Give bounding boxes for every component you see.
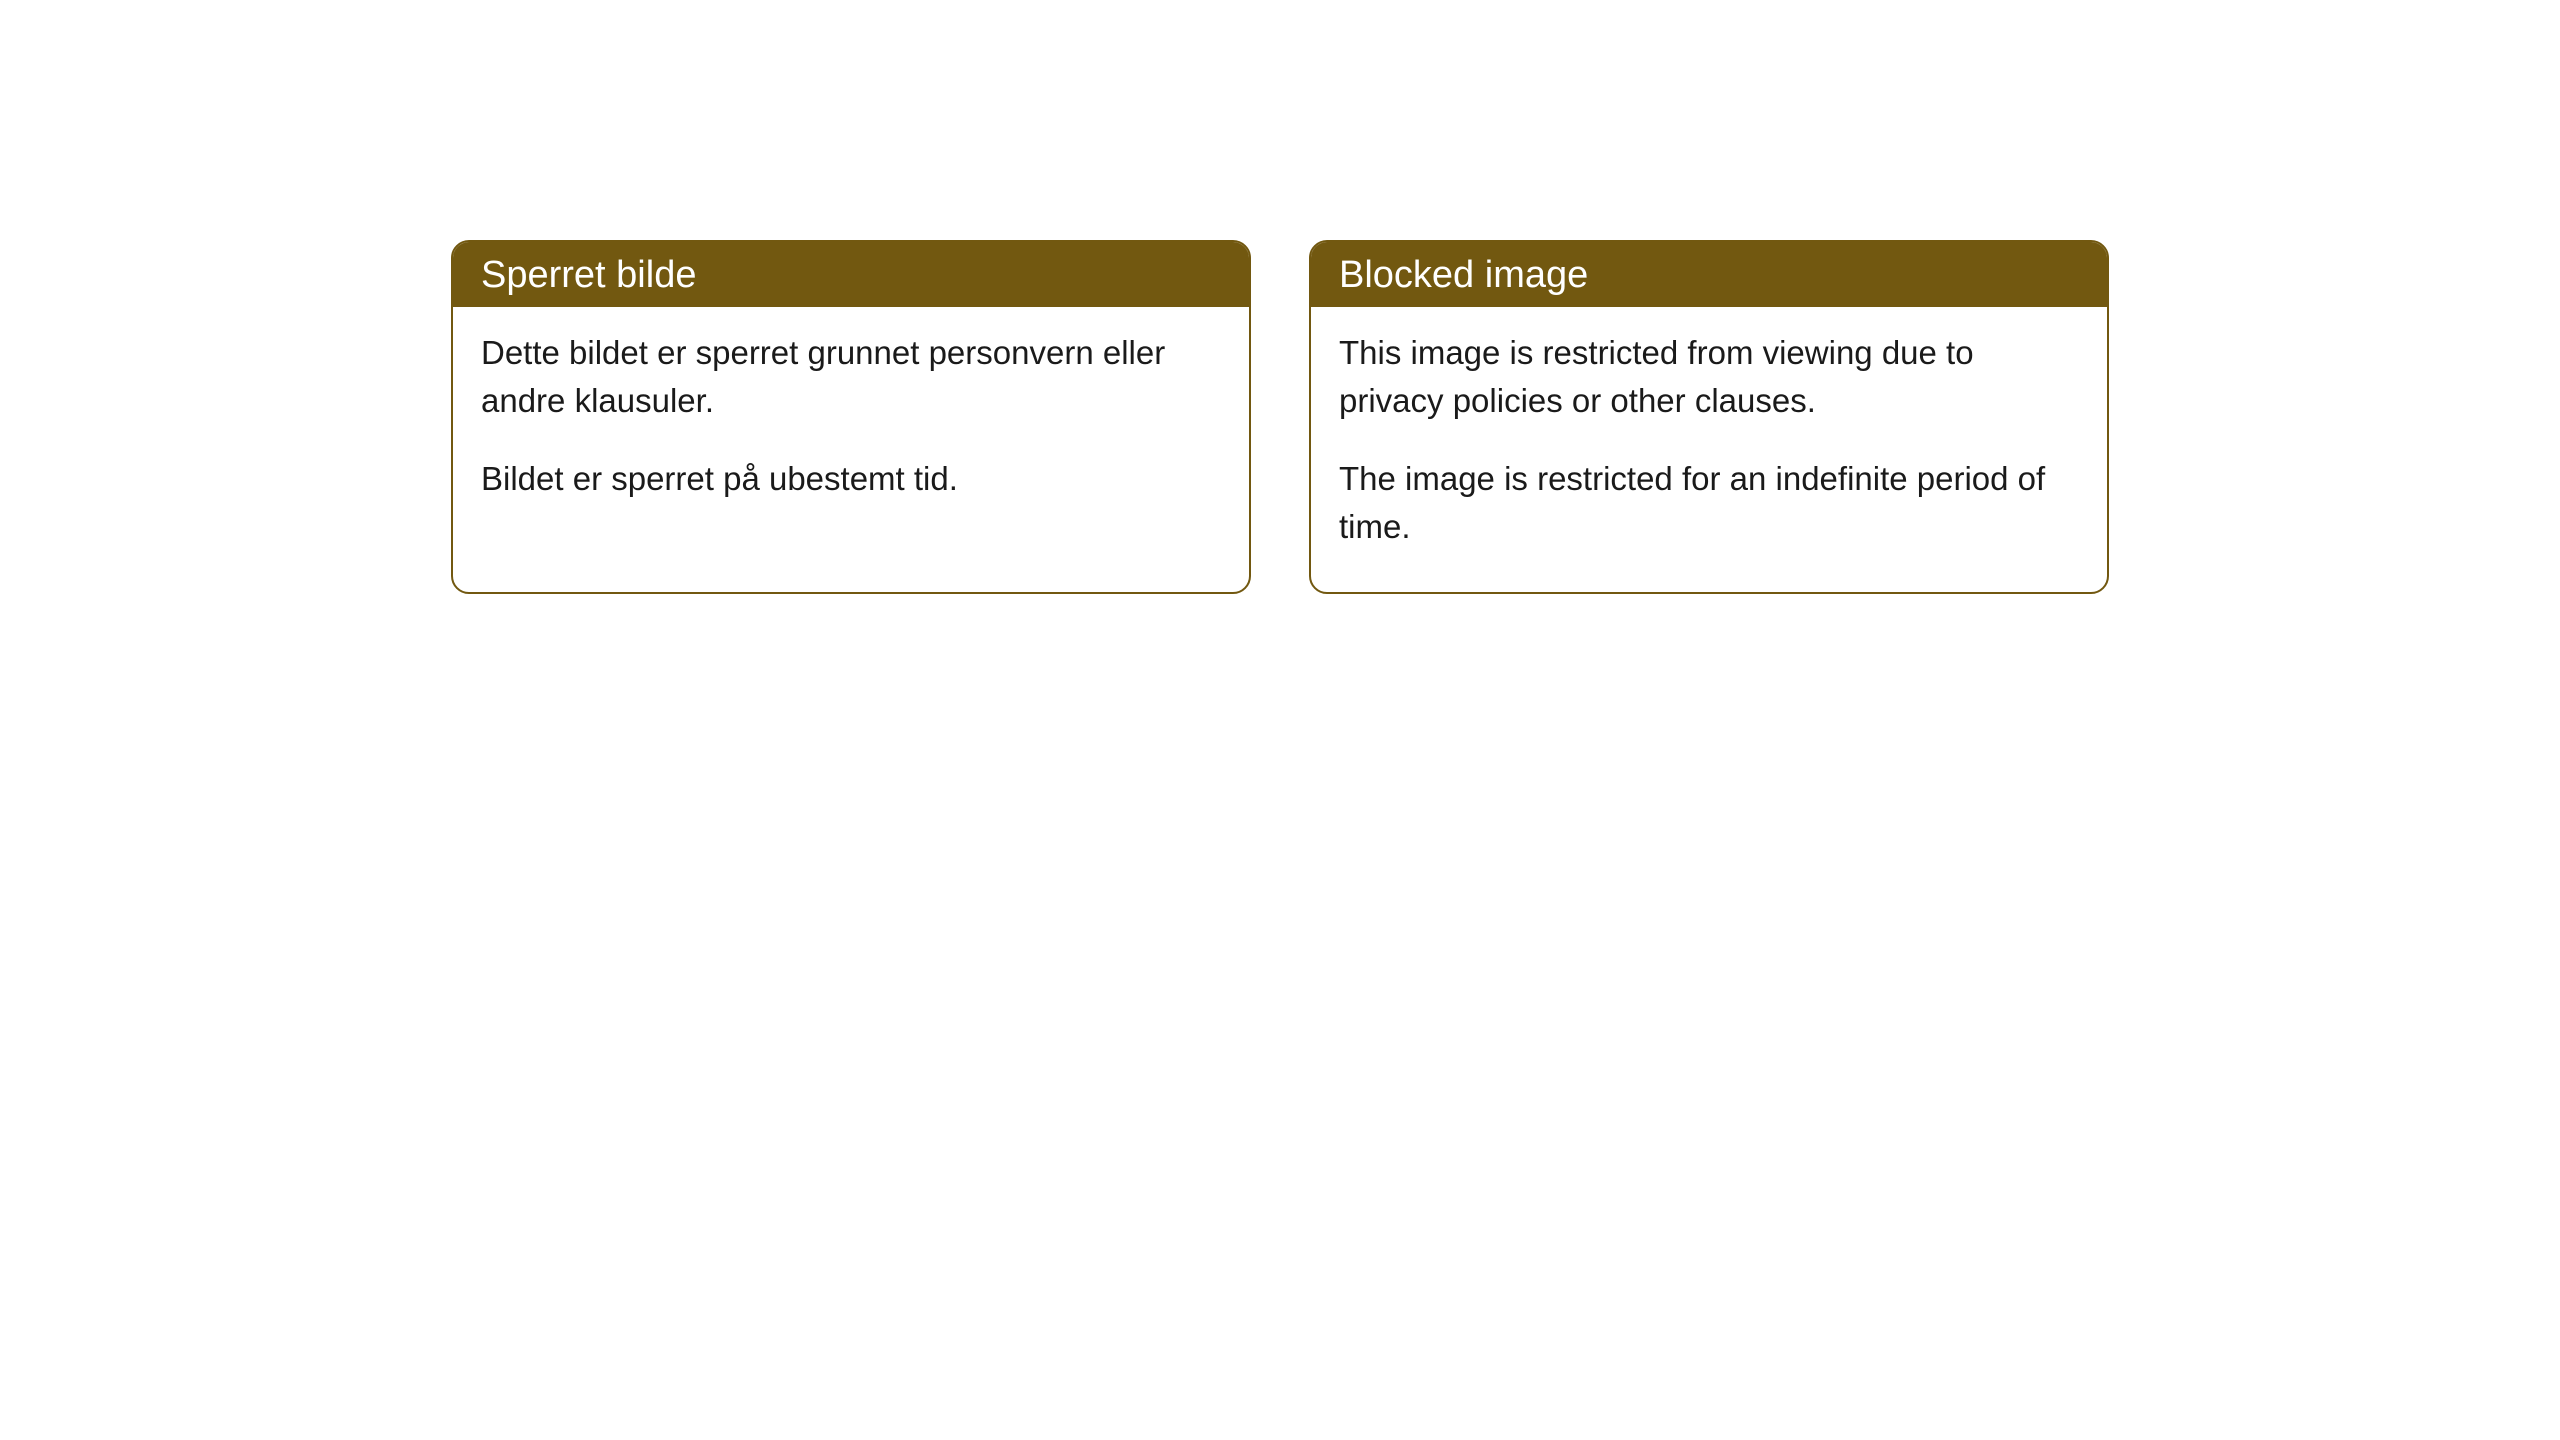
card-header: Blocked image bbox=[1311, 242, 2107, 307]
card-paragraph: This image is restricted from viewing du… bbox=[1339, 329, 2079, 425]
card-body: Dette bildet er sperret grunnet personve… bbox=[453, 307, 1249, 545]
card-paragraph: Bildet er sperret på ubestemt tid. bbox=[481, 455, 1221, 503]
card-paragraph: The image is restricted for an indefinit… bbox=[1339, 455, 2079, 551]
notice-card-english: Blocked image This image is restricted f… bbox=[1309, 240, 2109, 594]
notice-cards-container: Sperret bilde Dette bildet er sperret gr… bbox=[450, 240, 2110, 594]
card-paragraph: Dette bildet er sperret grunnet personve… bbox=[481, 329, 1221, 425]
card-body: This image is restricted from viewing du… bbox=[1311, 307, 2107, 592]
card-header: Sperret bilde bbox=[453, 242, 1249, 307]
notice-card-norwegian: Sperret bilde Dette bildet er sperret gr… bbox=[451, 240, 1251, 594]
